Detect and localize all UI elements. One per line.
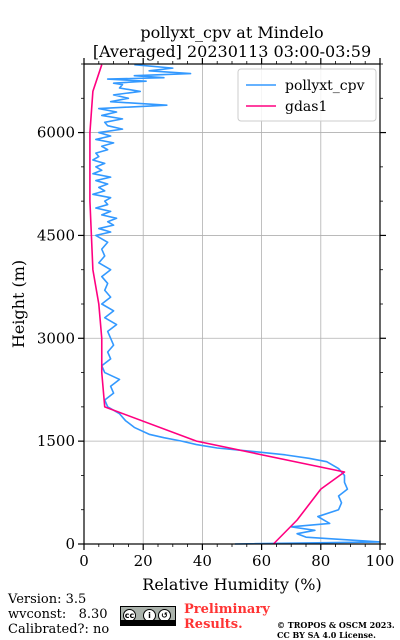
footer-info: Version: 3.5 wvconst: 8.30 Calibrated?: …	[8, 592, 109, 637]
series-line-pollyxt-cpv	[92, 63, 381, 545]
grid	[83, 64, 381, 545]
x-axis-label: Relative Humidity (%)	[142, 575, 321, 594]
legend-label-pollyxt-cpv: pollyxt_cpv	[285, 78, 365, 94]
cc-license-icon: cc i ↺	[120, 606, 176, 626]
x-tick-label: 40	[193, 552, 212, 570]
y-axis-label: Height (m)	[9, 260, 28, 348]
chart-subtitle: [Averaged] 20230113 03:00-03:59	[93, 42, 371, 61]
preliminary-notice: Preliminary Results.	[184, 602, 270, 632]
x-tick-label: 0	[79, 552, 89, 570]
preliminary-line-2: Results.	[184, 617, 243, 632]
x-tick-label: 80	[311, 552, 330, 570]
wvconst-text: wvconst: 8.30	[8, 607, 108, 622]
chart-title: pollyxt_cpv at Mindelo	[140, 23, 323, 42]
y-tick-label: 4500	[37, 226, 75, 244]
copyright-line-2: CC BY SA 4.0 License.	[277, 630, 376, 640]
x-tick-label: 100	[366, 552, 395, 570]
ticks: 0 20 40 60 80 100 0 1500 3000 4500 6000	[37, 58, 395, 570]
y-tick-label: 0	[65, 535, 75, 553]
legend-label-gdas1: gdas1	[285, 99, 327, 115]
legend: pollyxt_cpv gdas1	[237, 68, 377, 122]
version-text: Version: 3.5	[8, 592, 87, 607]
y-tick-label: 1500	[37, 432, 75, 450]
series-line-gdas1	[89, 64, 346, 545]
y-tick-label: 6000	[37, 124, 75, 142]
copyright-line-1: © TROPOS & OSCM 2023.	[277, 620, 395, 630]
preliminary-line-1: Preliminary	[184, 602, 270, 617]
y-tick-label: 3000	[37, 329, 75, 347]
x-tick-label: 20	[134, 552, 153, 570]
copyright-notice: © TROPOS & OSCM 2023. CC BY SA 4.0 Licen…	[277, 620, 395, 640]
x-tick-label: 60	[252, 552, 271, 570]
plot-frame	[83, 63, 381, 545]
calibrated-text: Calibrated?: no	[8, 622, 110, 637]
series-layer	[89, 63, 381, 545]
legend-box	[237, 68, 377, 122]
